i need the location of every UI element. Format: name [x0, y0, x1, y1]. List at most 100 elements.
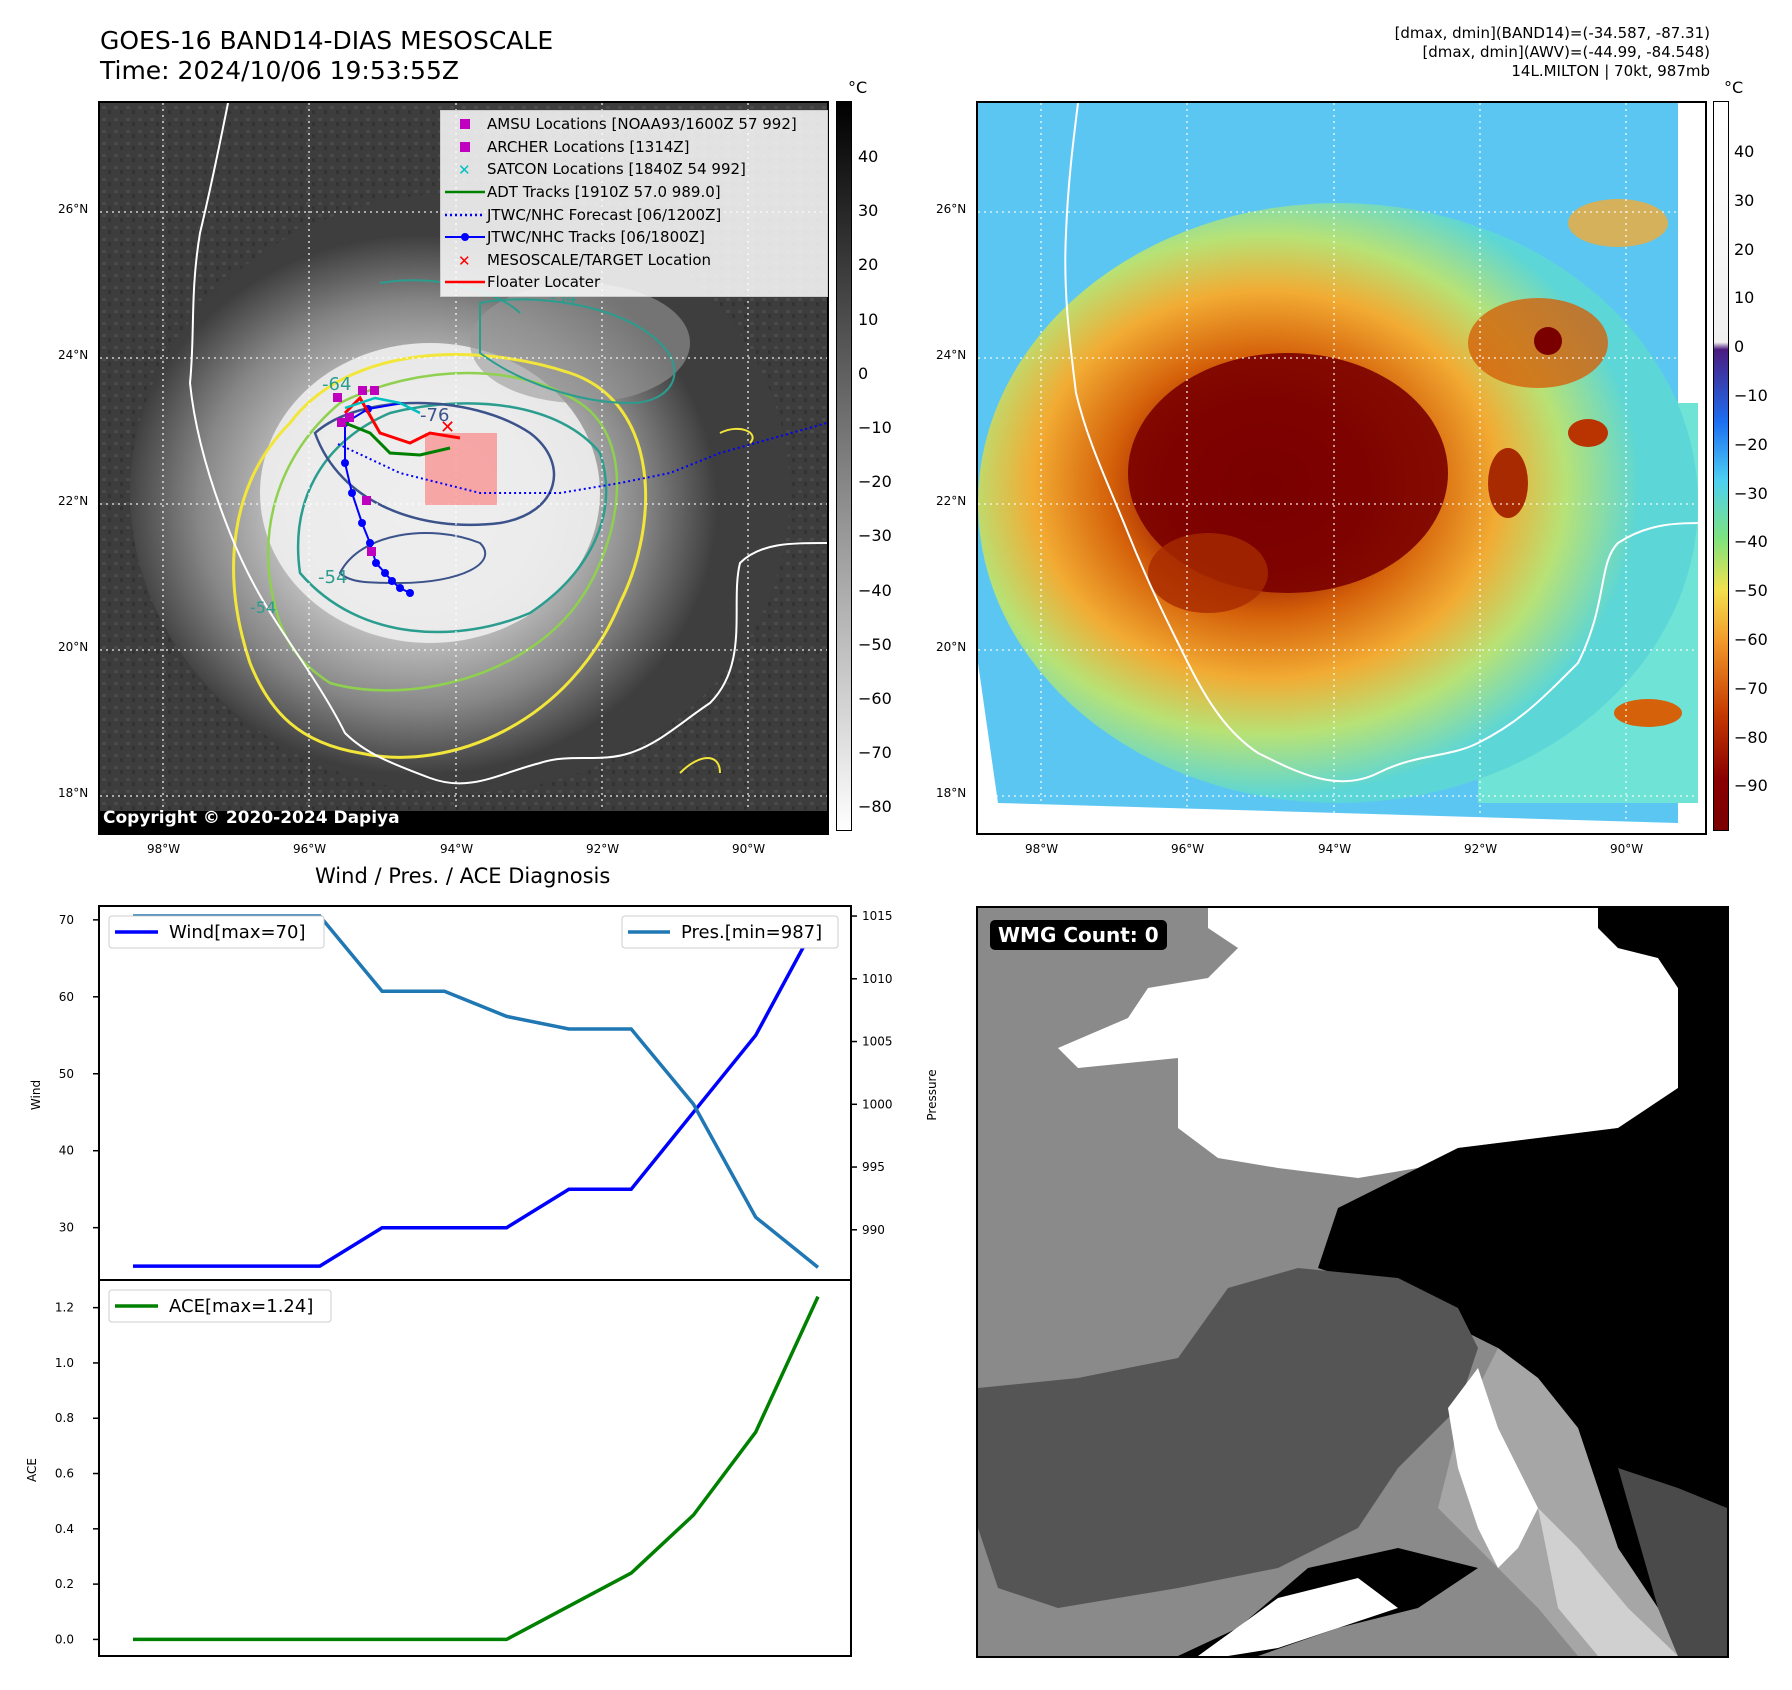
- pressure-tick-label: 1000: [862, 1097, 893, 1111]
- legend-symbol-icon: [443, 113, 487, 135]
- right-colorbar-tick: −90: [1734, 776, 1768, 796]
- ace-tick-label: 0.2: [55, 1577, 74, 1591]
- info-line-3: 14L.MILTON | 70kt, 987mb: [1511, 62, 1710, 80]
- legend-label: ARCHER Locations [1314Z]: [487, 137, 690, 156]
- wind-legend-text: Wind[max=70]: [169, 922, 306, 943]
- diagnosis-title: Wind / Pres. / ACE Diagnosis: [315, 864, 611, 888]
- contour-label-1: -64: [322, 374, 351, 395]
- right-colorbar-tick: 20: [1734, 239, 1755, 259]
- right-map-lat-label: 22°N: [936, 494, 967, 508]
- right-map-lon-label: 92°W: [1464, 842, 1498, 856]
- left-colorbar-tick: 10: [858, 309, 879, 329]
- ace-legend-text: ACE[max=1.24]: [169, 1296, 313, 1317]
- enhanced-ir-colorbar: [1713, 101, 1729, 831]
- ace-tick-label: 0.6: [55, 1467, 74, 1481]
- legend-label: JTWC/NHC Forecast [06/1200Z]: [487, 205, 722, 224]
- diagnosis-chart: 30 40 50 60 70 990 995 1000 1005 1010 1015 0.0 0.2…: [25, 905, 939, 1657]
- right-map-lon-label: 94°W: [1318, 842, 1352, 856]
- wind-tick-label: 50: [59, 1067, 74, 1081]
- title-line-1: GOES-16 BAND14-DIAS MESOSCALE: [100, 26, 554, 55]
- legend-entry: ARCHER Locations [1314Z]: [443, 136, 827, 159]
- left-map-lat-label: 18°N: [58, 786, 89, 800]
- enhanced-ir-map-image: [978, 103, 1705, 833]
- legend-symbol-icon: [443, 204, 487, 226]
- left-colorbar-tick: −80: [858, 797, 892, 817]
- right-map-lat-label: 24°N: [936, 348, 967, 362]
- left-colorbar-tick: −60: [858, 689, 892, 708]
- legend-symbol-icon: [443, 226, 487, 248]
- ace-series-line: [133, 1295, 820, 1642]
- legend-entry: ADT Tracks [1910Z 57.0 989.0]: [443, 181, 827, 204]
- pressure-tick-label: 995: [862, 1160, 885, 1174]
- wind-tick-label: 30: [59, 1221, 74, 1235]
- wind-legend: Wind[max=70]: [108, 915, 325, 949]
- ace-tick-label: 1.2: [55, 1301, 74, 1315]
- wmg-count-badge: WMG Count: 0: [990, 920, 1167, 950]
- wind-tick-label: 40: [59, 1144, 74, 1158]
- right-colorbar-unit: °C: [1724, 78, 1744, 97]
- storm-info: [dmax, dmin](BAND14)=(-34.587, -87.31) […: [1395, 24, 1710, 81]
- right-colorbar-tick: −60: [1734, 630, 1768, 649]
- legend-entry: ✕ MESOSCALE/TARGET Location: [443, 249, 827, 272]
- left-colorbar-tick: 0: [858, 363, 869, 383]
- contour-label-3: -54: [318, 567, 347, 588]
- legend-symbol-icon: [443, 271, 487, 293]
- left-colorbar-tick: −10: [858, 418, 892, 437]
- right-colorbar-tick: −20: [1734, 434, 1768, 454]
- left-colorbar-tick: 20: [858, 255, 879, 275]
- right-colorbar-tick: −40: [1734, 532, 1768, 552]
- pressure-tick-label: 1015: [862, 909, 893, 923]
- info-line-2: [dmax, dmin](AWV)=(-44.99, -84.548): [1422, 43, 1710, 61]
- left-map-lon-label: 98°W: [147, 842, 181, 856]
- left-map-lat-label: 24°N: [58, 348, 89, 362]
- right-map-lon-label: 90°W: [1610, 842, 1644, 856]
- ace-tick-label: 0.4: [55, 1522, 74, 1536]
- legend-label: JTWC/NHC Tracks [06/1800Z]: [487, 228, 705, 247]
- right-colorbar-tick: 10: [1734, 288, 1755, 308]
- left-colorbar-tick: −20: [858, 472, 892, 492]
- floater-box: [425, 433, 497, 505]
- map-legend: AMSU Locations [NOAA93/1600Z 57 992] ARCH…: [440, 110, 828, 297]
- legend-label: ADT Tracks [1910Z 57.0 989.0]: [487, 183, 721, 202]
- legend-entry: AMSU Locations [NOAA93/1600Z 57 992]: [443, 113, 827, 136]
- left-map-lat-label: 20°N: [58, 640, 89, 654]
- wind-series-line: [133, 919, 820, 1268]
- ace-tick-label: 0.0: [55, 1632, 74, 1646]
- right-map-lat-label: 26°N: [936, 202, 967, 216]
- right-colorbar-tick: −80: [1734, 727, 1768, 747]
- legend-label: MESOSCALE/TARGET Location: [487, 250, 712, 269]
- band14-colorbar: [836, 101, 852, 831]
- ace-tick-label: 0.8: [55, 1411, 74, 1425]
- right-map-lat-label: 20°N: [936, 640, 967, 654]
- pressure-tick-label: 1005: [862, 1035, 893, 1049]
- right-map-lon-label: 96°W: [1171, 842, 1205, 856]
- wind-tick-label: 70: [59, 913, 74, 927]
- enhanced-ir-map-panel: [976, 101, 1707, 835]
- left-map-lon-label: 92°W: [586, 842, 620, 856]
- copyright-text: Copyright © 2020-2024 Dapiya: [103, 808, 400, 828]
- legend-symbol-icon: [443, 136, 487, 158]
- legend-label: Floater Locater: [487, 273, 601, 292]
- left-map-lon-label: 90°W: [732, 842, 766, 856]
- right-colorbar-tick: −10: [1734, 386, 1768, 405]
- right-colorbar-tick: 40: [1734, 142, 1755, 161]
- right-map-lon-label: 98°W: [1025, 842, 1059, 856]
- left-map-lat-label: 22°N: [58, 494, 89, 508]
- left-colorbar-tick: 30: [858, 201, 879, 221]
- contour-label-2: -76: [420, 405, 449, 426]
- right-colorbar-tick: −30: [1734, 483, 1768, 503]
- wmg-panel: [976, 906, 1729, 1658]
- wmg-image: [978, 908, 1727, 1656]
- title-line-2: Time: 2024/10/06 19:53:55Z: [100, 56, 459, 85]
- ace-axis-label: ACE: [25, 1458, 39, 1482]
- contour-label-5: -54: [250, 598, 276, 617]
- legend-entry: JTWC/NHC Tracks [06/1800Z]: [443, 226, 827, 249]
- pressure-legend: Pres.[min=987]: [621, 915, 839, 949]
- info-line-1: [dmax, dmin](BAND14)=(-34.587, -87.31): [1394, 24, 1710, 42]
- wind-axis-label: Wind: [29, 1080, 43, 1110]
- left-map-lat-label: 26°N: [58, 202, 89, 216]
- ace-tick-label: 1.0: [55, 1356, 74, 1370]
- left-map-lon-label: 96°W: [293, 842, 327, 856]
- left-colorbar-tick: −50: [858, 634, 892, 654]
- ace-legend: ACE[max=1.24]: [108, 1289, 332, 1323]
